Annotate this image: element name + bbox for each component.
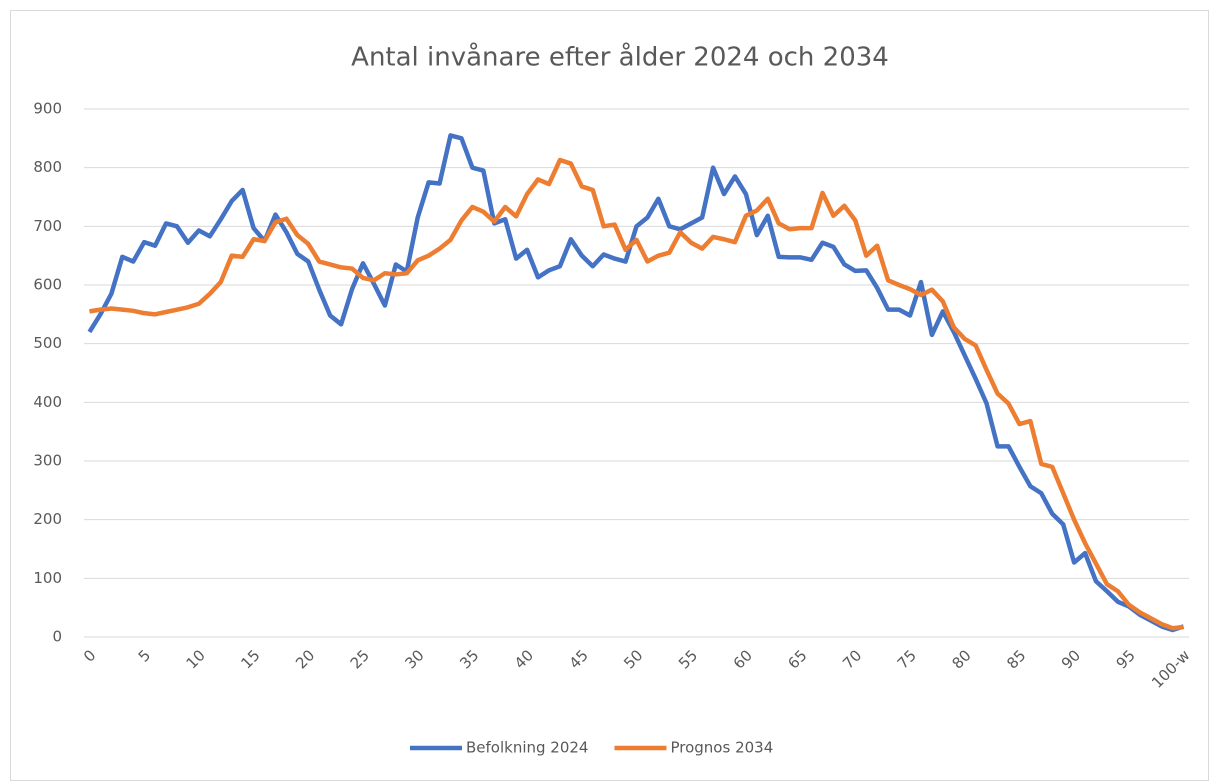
series-line bbox=[89, 157, 1184, 631]
y-tick-label: 200 bbox=[33, 510, 62, 528]
chart-frame bbox=[10, 10, 1209, 781]
legend-label: Prognos 2034 bbox=[670, 739, 773, 757]
y-tick-label: 500 bbox=[33, 334, 62, 352]
y-tick-label: 0 bbox=[52, 628, 62, 646]
series-line bbox=[87, 133, 1185, 633]
y-tick-label: 400 bbox=[33, 393, 62, 411]
y-tick-label: 100 bbox=[33, 569, 62, 587]
chart-title: Antal invånare efter ålder 2024 och 2034 bbox=[351, 42, 889, 73]
legend-label: Befolkning 2024 bbox=[466, 739, 588, 757]
y-tick-label: 800 bbox=[33, 158, 62, 176]
y-tick-label: 700 bbox=[33, 217, 62, 235]
y-tick-label: 900 bbox=[33, 100, 62, 118]
y-tick-label: 300 bbox=[33, 452, 62, 470]
y-tick-label: 600 bbox=[33, 276, 62, 294]
